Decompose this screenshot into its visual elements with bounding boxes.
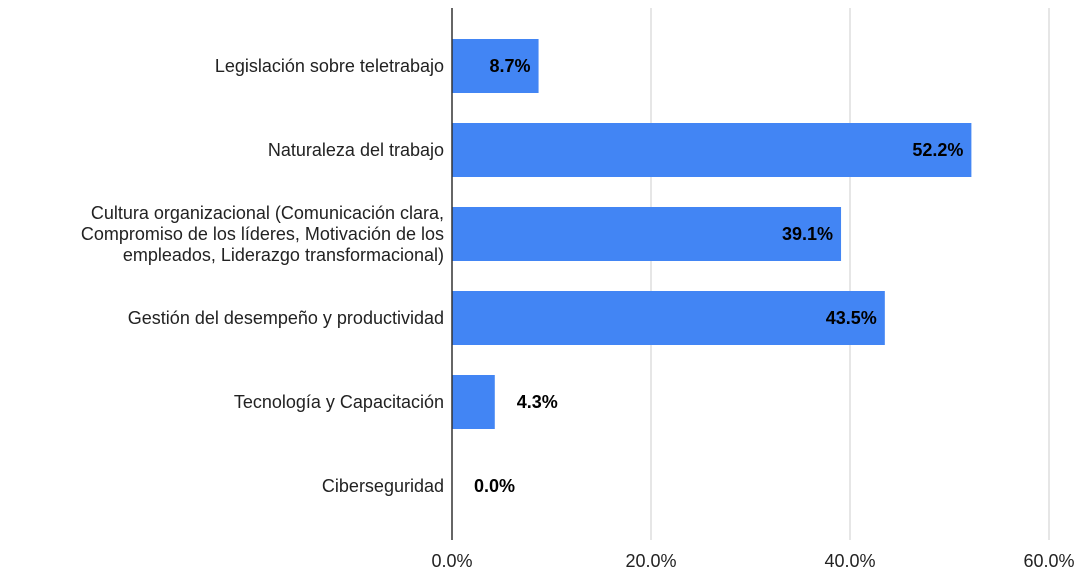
y-tick-label: Naturaleza del trabajo	[267, 139, 444, 160]
y-tick-label: Legislación sobre teletrabajo	[214, 55, 444, 76]
bar	[452, 39, 539, 93]
value-label: 52.2%	[912, 140, 963, 160]
value-label: 43.5%	[826, 308, 877, 328]
bar	[452, 123, 972, 177]
x-tick-label: 0.0%	[431, 551, 472, 571]
x-tick-label: 20.0%	[625, 551, 676, 571]
y-tick-label: Cultura organizacional (Comunicación cla…	[80, 202, 444, 265]
category-label-box: Gestión del desempeño y productividad	[127, 307, 444, 328]
y-tick-label: Gestión del desempeño y productividad	[127, 307, 444, 328]
value-label: 0.0%	[474, 476, 515, 496]
category-label-box: Naturaleza del trabajo	[267, 139, 444, 160]
category-label-box: Tecnología y Capacitación	[233, 391, 444, 412]
x-tick-label: 40.0%	[824, 551, 875, 571]
y-tick-label: Tecnología y Capacitación	[233, 391, 444, 412]
y-tick-label: Ciberseguridad	[321, 475, 444, 496]
x-tick-label: 60.0%	[1023, 551, 1074, 571]
bar	[452, 291, 885, 345]
bar	[452, 207, 842, 261]
category-label-box: Ciberseguridad	[321, 475, 444, 496]
category-label-box: Legislación sobre teletrabajo	[214, 55, 444, 76]
value-label: 8.7%	[490, 56, 531, 76]
category-label-box: Cultura organizacional (Comunicación cla…	[80, 202, 444, 265]
value-label: 39.1%	[782, 224, 833, 244]
bar	[452, 375, 495, 429]
value-label: 4.3%	[517, 392, 558, 412]
